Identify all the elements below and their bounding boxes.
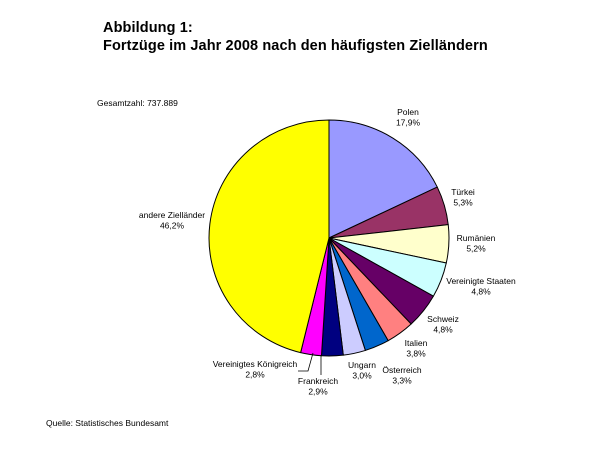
title-line-1: Abbildung 1:: [103, 20, 193, 36]
slice-name: Polen: [397, 107, 419, 117]
slice-label-polen: Polen 17,9%: [396, 107, 421, 128]
slice-percent: 5,2%: [466, 244, 486, 254]
slice-label-vereinigtes-koenigreich: Vereinigtes Königreich 2,8%: [213, 359, 298, 380]
slice-percent: 4,8%: [471, 287, 491, 297]
slice-percent: 5,3%: [453, 198, 473, 208]
slice-percent: 3,8%: [406, 349, 426, 359]
slice-percent: 17,9%: [396, 118, 421, 128]
slice-label-vereinigte-staaten: Vereinigte Staaten 4,8%: [446, 276, 516, 297]
slice-label-schweiz: Schweiz 4,8%: [427, 314, 459, 335]
slice-name: Schweiz: [427, 314, 459, 324]
source-label: Quelle: Statistisches Bundesamt: [46, 418, 169, 428]
slice-name: Frankreich: [298, 376, 338, 386]
slice-label-rumaenien: Rumänien 5,2%: [457, 233, 496, 254]
chart-title: Abbildung 1: Fortzüge im Jahr 2008 nach …: [103, 19, 488, 55]
slice-percent: 4,8%: [433, 325, 453, 335]
slice-label-italien: Italien 3,8%: [405, 338, 428, 359]
slice-name: Vereinigtes Königreich: [213, 359, 298, 369]
title-line-2: Fortzüge im Jahr 2008 nach den häufigste…: [103, 38, 488, 54]
slice-percent: 46,2%: [160, 221, 185, 231]
slice-name: Türkei: [451, 187, 475, 197]
slice-name: Österreich: [382, 365, 421, 375]
slice-label-ungarn: Ungarn 3,0%: [348, 360, 376, 381]
slice-percent: 3,0%: [352, 371, 372, 381]
leader-line-vereinigtes-koenigreich: [298, 352, 314, 372]
slice-label-oesterreich: Österreich 3,3%: [382, 365, 421, 386]
slice-label-andere-ziellaender: andere Zielländer 46,2%: [139, 210, 205, 231]
slice-name: Vereinigte Staaten: [446, 276, 516, 286]
slice-label-frankreich: Frankreich 2,9%: [298, 376, 338, 397]
slice-percent: 3,3%: [392, 376, 412, 386]
slice-percent: 2,9%: [308, 387, 328, 397]
slice-name: Italien: [405, 338, 428, 348]
slice-label-tuerkei: Türkei 5,3%: [451, 187, 475, 208]
total-label: Gesamtzahl: 737.889: [97, 98, 178, 108]
slice-percent: 2,8%: [245, 370, 265, 380]
pie-slice-polen: [328, 119, 438, 239]
pie-slice-andere-ziellaender: [208, 119, 330, 354]
slice-name: andere Zielländer: [139, 210, 205, 220]
slice-name: Rumänien: [457, 233, 496, 243]
slice-name: Ungarn: [348, 360, 376, 370]
